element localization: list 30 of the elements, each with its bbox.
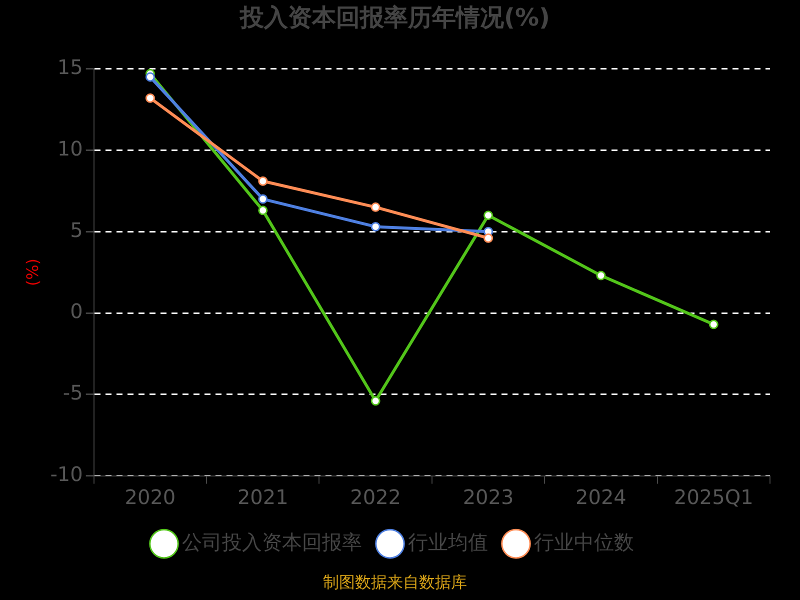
legend-label: 公司投入资本回报率 — [182, 530, 362, 554]
x-tick-label: 2021 — [237, 485, 288, 510]
point — [370, 222, 380, 232]
point — [484, 210, 494, 220]
point — [258, 176, 268, 186]
y-tick-label: -10 — [50, 462, 83, 486]
legend-label: 行业中位数 — [534, 530, 634, 554]
y-axis-title: (%) — [22, 258, 42, 286]
point — [258, 206, 268, 216]
y-tick-label: 10 — [57, 136, 83, 160]
y-tick-label: -5 — [62, 380, 83, 405]
x-tick-label: 2023 — [462, 485, 514, 510]
point — [370, 396, 380, 406]
point — [596, 270, 606, 280]
y-tick-label: 5 — [70, 218, 83, 242]
point — [145, 93, 155, 103]
y-tick-label: 15 — [57, 55, 83, 80]
chart-title: 投入资本回报率历年情况(%) — [239, 4, 550, 32]
point — [370, 202, 380, 212]
point — [145, 72, 155, 82]
legend-label: 行业均值 — [408, 530, 488, 554]
x-tick-label: 2020 — [124, 485, 176, 510]
y-tick-label: 0 — [70, 299, 83, 324]
x-tick-label: 2025Q1 — [674, 485, 754, 510]
point — [258, 194, 268, 204]
point — [708, 320, 718, 330]
text: 制图数据来自数据库 — [323, 572, 467, 592]
x-tick-label: 2022 — [350, 485, 402, 510]
x-tick-label: 2024 — [576, 485, 626, 510]
point — [484, 233, 494, 243]
